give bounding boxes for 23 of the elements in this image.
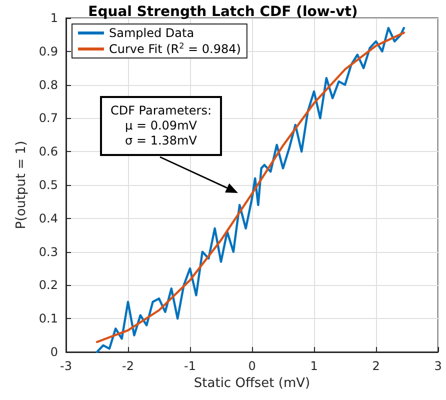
y-tick-label: 0.8 xyxy=(38,78,58,92)
x-tick-label: 3 xyxy=(434,359,442,373)
chart-title: Equal Strength Latch CDF (low-vt) xyxy=(88,4,358,20)
y-tick-label: 0.3 xyxy=(38,244,58,259)
x-tick-label: -2 xyxy=(122,359,134,373)
y-tick-label: 0.2 xyxy=(38,278,58,292)
y-tick-label: 0.4 xyxy=(38,211,58,226)
x-tick-label: -3 xyxy=(60,359,72,373)
y-tick-label: 0.5 xyxy=(38,178,58,192)
y-tick-label: 0.6 xyxy=(38,144,58,159)
y-tick-label: 0 xyxy=(50,345,58,359)
legend-label: Sampled Data xyxy=(109,26,194,40)
x-tick-label: 1 xyxy=(310,359,318,373)
annotation: CDF Parameters: μ = 0.09mV σ = 1.38mV xyxy=(110,104,212,148)
x-tick-label: 2 xyxy=(372,359,380,373)
x-axis-title: Static Offset (mV) xyxy=(194,376,310,391)
y-tick-label: 0.9 xyxy=(38,44,58,58)
y-tick-label: 1 xyxy=(50,11,58,25)
y-tick-label: 0.7 xyxy=(38,111,58,126)
x-tick-label: 0 xyxy=(248,359,256,373)
y-axis-title: P(output = 1) xyxy=(14,140,30,230)
x-tick-label: -1 xyxy=(184,359,196,373)
y-tick-label: 0.1 xyxy=(38,312,58,326)
